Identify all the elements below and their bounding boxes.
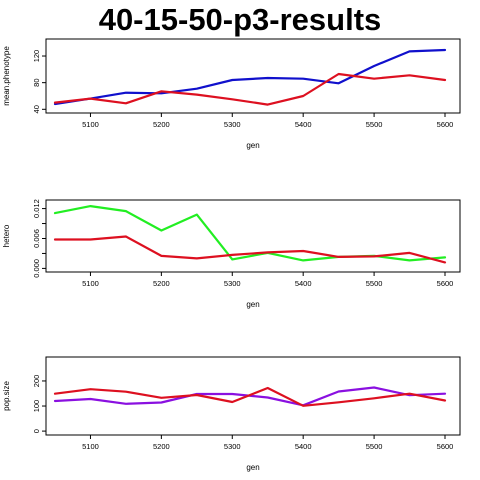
x-tick-label-2-0: 5100 — [82, 442, 99, 451]
x-tick-label-2-2: 5300 — [224, 442, 241, 451]
series-line-0-0 — [53, 48, 447, 106]
y-axis-label-0: mean.phenotype — [2, 46, 11, 106]
x-tick-label-0-1: 5200 — [153, 120, 170, 129]
plot-frame-1 — [45, 199, 461, 273]
x-tick-label-1-2: 5300 — [224, 279, 241, 288]
y-tick-label-0-1: 80 — [32, 78, 41, 86]
x-tick-label-0-5: 5600 — [437, 120, 454, 129]
x-axis-label-2: gen — [246, 463, 259, 472]
plot-frame-0 — [45, 38, 461, 114]
x-tick-label-1-3: 5400 — [295, 279, 312, 288]
x-tick-label-1-5: 5600 — [437, 279, 454, 288]
y-tick-label-2-2: 200 — [32, 375, 41, 388]
plot-frame-2 — [45, 356, 461, 436]
x-tick-label-0-0: 5100 — [82, 120, 99, 129]
series-line-1-1 — [53, 235, 447, 264]
page-title: 40-15-50-p3-results — [98, 2, 382, 37]
series-line-1-0 — [53, 205, 447, 262]
x-tick-label-1-0: 5100 — [82, 279, 99, 288]
x-tick-label-2-1: 5200 — [153, 442, 170, 451]
x-tick-label-1-4: 5500 — [366, 279, 383, 288]
series-line-2-1 — [53, 386, 447, 407]
x-tick-label-2-5: 5600 — [437, 442, 454, 451]
x-tick-label-0-2: 5300 — [224, 120, 241, 129]
series-line-0-1 — [53, 72, 447, 106]
x-tick-label-1-1: 5200 — [153, 279, 170, 288]
y-tick-label-2-1: 100 — [32, 400, 41, 413]
x-tick-label-0-4: 5500 — [366, 120, 383, 129]
x-tick-label-2-3: 5400 — [295, 442, 312, 451]
x-tick-label-0-3: 5400 — [295, 120, 312, 129]
x-axis-label-0: gen — [246, 141, 259, 150]
x-tick-label-2-4: 5500 — [366, 442, 383, 451]
y-tick-label-1-2: 0.006 — [32, 229, 41, 248]
x-axis-label-1: gen — [246, 300, 259, 309]
y-tick-label-2-0: 0 — [32, 429, 41, 433]
y-tick-label-1-4: 0.012 — [32, 199, 41, 218]
y-axis-label-2: pop.size — [2, 381, 11, 411]
y-tick-label-0-0: 40 — [32, 105, 41, 113]
y-tick-label-1-0: 0.000 — [32, 259, 41, 278]
y-axis-label-1: hetero — [2, 224, 11, 247]
y-tick-label-0-2: 120 — [32, 50, 41, 63]
